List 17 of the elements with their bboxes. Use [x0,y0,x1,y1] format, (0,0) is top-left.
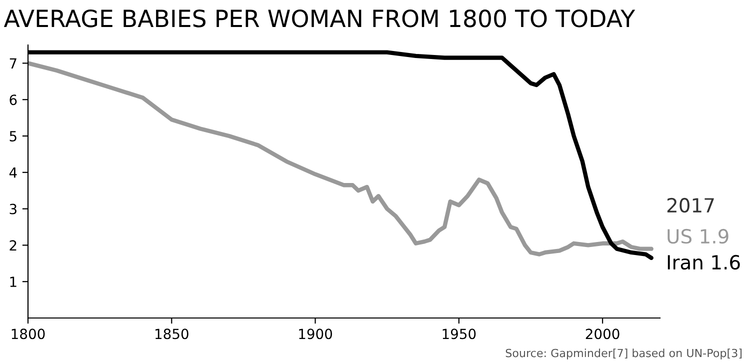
y-tick-label: 5 [10,131,16,142]
y-tick-label: 4 [9,168,17,178]
series-label: Iran 1.6 [668,254,740,270]
y-tick-label: 6 [10,94,17,106]
x-tick-label: 1900 [299,328,332,340]
x-tick-label: 1950 [442,328,476,340]
text: 2017 [667,198,714,213]
y-tick-label: 3 [10,204,16,214]
x-tick-label: 2000 [586,328,620,340]
chart-title: AVERAGE BABIES PER WOMAN FROM 1800 TO TODAY [4,9,636,28]
x-tick-label: 1850 [155,328,188,340]
source-note: Source: Gapminder[7] based on UN-Pop[3] [506,348,742,360]
y-tick-label: 2 [10,240,16,250]
series-label: US 1.9 [668,228,728,244]
y-tick-label: 7 [10,58,16,68]
y-tick-label: 1 [10,276,16,287]
x-tick-label: 1800 [12,328,45,340]
